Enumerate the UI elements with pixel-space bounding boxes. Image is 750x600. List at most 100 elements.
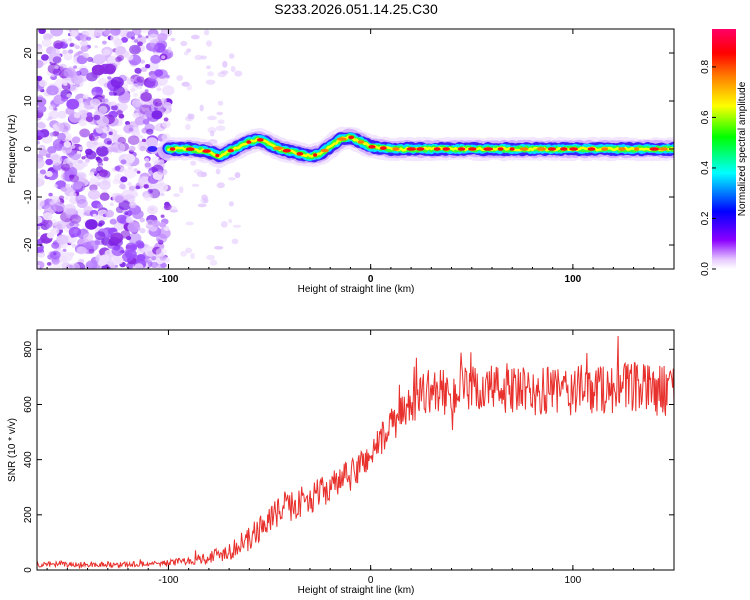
noise-blob xyxy=(83,211,88,216)
noise-blob xyxy=(193,169,203,174)
noise-blob xyxy=(53,201,65,212)
noise-blob xyxy=(112,178,120,185)
noise-blob xyxy=(107,261,115,268)
noise-blob xyxy=(130,88,136,93)
noise-blob xyxy=(185,247,193,254)
noise-blob xyxy=(190,252,196,260)
noise-blob xyxy=(190,160,197,166)
noise-blob xyxy=(167,46,172,54)
ridge-peak xyxy=(202,149,211,153)
noise-blob xyxy=(128,127,134,132)
noise-blob xyxy=(102,49,111,56)
y-tick-label: 200 xyxy=(23,506,34,523)
y-tick-label: 800 xyxy=(23,341,34,358)
noise-blob xyxy=(160,192,165,197)
noise-blob xyxy=(144,89,149,93)
noise-blob xyxy=(126,54,134,61)
noise-blob xyxy=(85,150,97,160)
noise-blob xyxy=(37,105,47,113)
noise-blob xyxy=(102,40,107,45)
noise-blob xyxy=(155,247,167,257)
y-tick-label: 10 xyxy=(23,95,34,107)
noise-blob xyxy=(72,181,86,193)
noise-blob xyxy=(39,169,47,175)
noise-blob xyxy=(37,198,45,208)
noise-blob xyxy=(137,141,149,152)
noise-blob xyxy=(186,84,192,91)
noise-blob xyxy=(220,221,228,228)
noise-blob xyxy=(151,220,161,228)
noise-blob xyxy=(173,193,180,198)
noise-blob xyxy=(180,250,188,257)
noise-blob xyxy=(136,76,145,83)
noise-blob xyxy=(86,112,93,117)
noise-blob xyxy=(48,104,56,111)
noise-blob xyxy=(139,29,150,34)
noise-blob xyxy=(80,40,88,47)
noise-blob xyxy=(93,114,101,121)
noise-blob xyxy=(37,140,40,145)
noise-blob xyxy=(159,222,167,228)
ridge-peak xyxy=(169,147,176,151)
noise-blob xyxy=(42,212,53,221)
noise-blob xyxy=(128,185,136,192)
ridge-peak xyxy=(560,147,568,151)
noise-blob xyxy=(132,112,140,118)
noise-blob xyxy=(110,232,124,244)
noise-blob xyxy=(71,136,81,144)
noise-blob xyxy=(88,248,95,254)
noise-blob xyxy=(152,98,163,107)
noise-blob xyxy=(157,169,164,175)
ridge-peak xyxy=(185,147,195,151)
ridge-peak xyxy=(468,147,477,151)
noise-blob xyxy=(131,99,142,107)
noise-blob xyxy=(98,258,107,266)
y-tick-label: 20 xyxy=(23,47,34,59)
noise-blob xyxy=(96,166,104,173)
noise-blob xyxy=(163,117,169,122)
snr-xlabel: Height of straight line (km) xyxy=(298,585,415,596)
noise-blob xyxy=(85,260,98,269)
y-tick-label: 600 xyxy=(23,396,34,413)
noise-blob xyxy=(129,244,137,251)
ridge-peak xyxy=(313,153,318,157)
noise-blob xyxy=(169,209,179,213)
noise-blob xyxy=(111,104,118,111)
noise-blob xyxy=(52,56,62,64)
noise-blob xyxy=(76,246,87,255)
noise-blob xyxy=(163,203,172,211)
colorbar-label: Normalized spectral amplitude xyxy=(737,81,748,216)
noise-blob xyxy=(96,203,103,209)
noise-blob xyxy=(89,171,95,176)
noise-blob xyxy=(194,54,203,61)
noise-blob xyxy=(214,246,224,250)
noise-blob xyxy=(64,38,72,45)
noise-blob xyxy=(170,37,176,42)
noise-blob xyxy=(73,112,81,119)
noise-blob xyxy=(160,98,167,104)
noise-blob xyxy=(146,205,158,215)
x-tick-label: 100 xyxy=(565,575,582,586)
noise-blob xyxy=(87,189,101,200)
ridge-blob xyxy=(147,146,158,152)
noise-blob xyxy=(125,121,130,126)
noise-blob xyxy=(37,75,43,81)
noise-blob xyxy=(114,165,121,171)
noise-blob xyxy=(53,184,58,188)
noise-blob xyxy=(89,136,95,141)
noise-blob xyxy=(91,64,105,76)
noise-blob xyxy=(37,121,45,129)
noise-blob xyxy=(74,79,84,88)
noise-blob xyxy=(150,54,162,64)
noise-blob xyxy=(54,143,64,152)
ridge-peak xyxy=(509,147,515,151)
noise-blob xyxy=(69,191,77,198)
noise-blob xyxy=(37,46,44,56)
noise-blob xyxy=(81,161,88,168)
noise-blob xyxy=(140,92,152,102)
ridge-peak xyxy=(392,147,400,151)
noise-blob xyxy=(234,172,241,179)
ridge-peak xyxy=(215,153,220,158)
noise-blob xyxy=(222,60,228,68)
noise-blob xyxy=(136,254,146,262)
